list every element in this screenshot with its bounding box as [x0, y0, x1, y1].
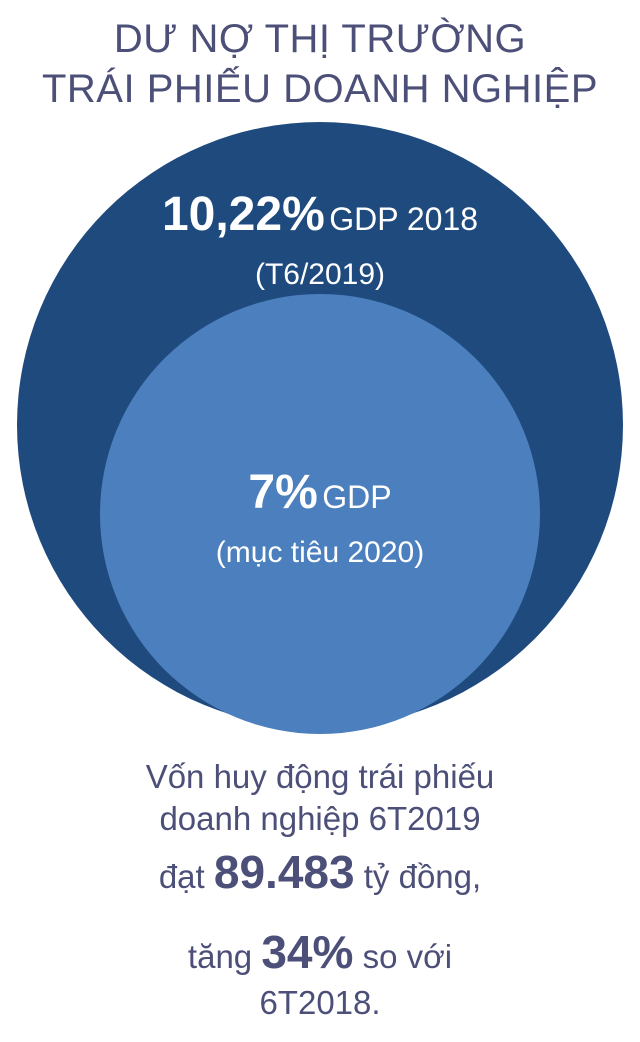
- summary-line-3: đạt 89.483 tỷ đồng,: [0, 842, 640, 907]
- summary-line-3-suffix: tỷ đồng,: [363, 858, 482, 895]
- inner-circle-target-2020: [100, 294, 540, 734]
- inner-value: 7%: [248, 466, 318, 519]
- summary-line-1: Vốn huy động trái phiếu: [145, 758, 495, 795]
- title-line-1: DƯ NỢ THỊ TRƯỜNG: [113, 17, 527, 61]
- outer-value: 10,22%: [161, 188, 325, 241]
- title-line-2: TRÁI PHIẾU DOANH NGHIỆP: [41, 67, 598, 111]
- summary-text-block: Vốn huy động trái phiếu doanh nghiệp 6T2…: [0, 756, 640, 840]
- summary-growth-value: 34%: [261, 926, 354, 978]
- inner-circle-label: 7% GDP (mục tiêu 2020): [0, 464, 640, 573]
- summary-line-4: tăng 34% so với: [0, 922, 640, 987]
- outer-unit: GDP 2018: [329, 201, 479, 237]
- summary-line-4-suffix: so với: [362, 938, 453, 975]
- summary-line-3-prefix: đạt: [158, 858, 205, 895]
- page-title: DƯ NỢ THỊ TRƯỜNG TRÁI PHIẾU DOANH NGHIỆP: [0, 14, 640, 114]
- summary-line-5: 6T2018.: [0, 982, 640, 1024]
- inner-unit: GDP: [322, 479, 392, 515]
- summary-line-2: doanh nghiệp 6T2019: [159, 800, 481, 837]
- inner-note: (mục tiêu 2020): [215, 536, 425, 569]
- summary-line-4-prefix: tăng: [187, 938, 253, 975]
- outer-circle-label: 10,22% GDP 2018 (T6/2019): [0, 186, 640, 295]
- outer-note: (T6/2019): [254, 258, 386, 291]
- summary-line-5-text: 6T2018.: [259, 984, 381, 1021]
- summary-capital-value: 89.483: [213, 846, 355, 898]
